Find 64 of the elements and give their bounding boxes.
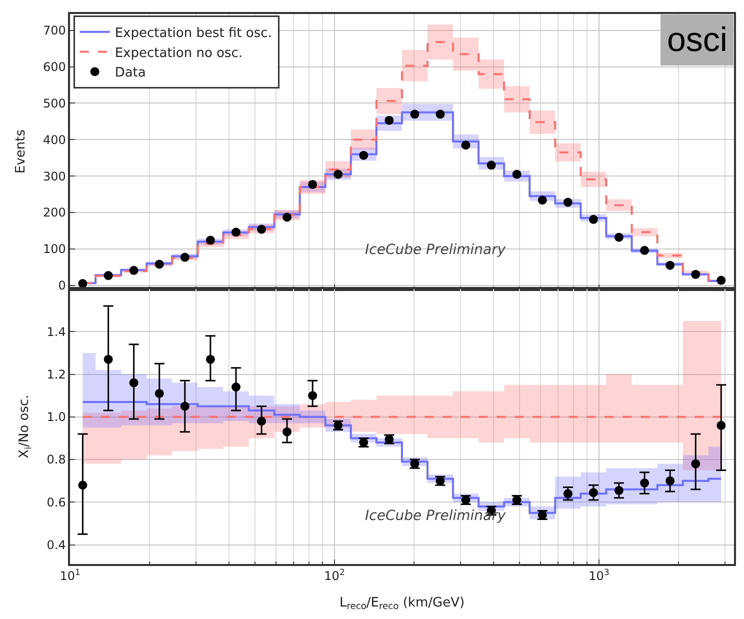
annotation: osci: [667, 21, 728, 59]
point: [257, 224, 266, 234]
point: [666, 260, 675, 270]
y-tick-label: 300: [42, 169, 66, 184]
point: [436, 110, 445, 119]
point: [691, 459, 700, 468]
point: [563, 198, 572, 207]
point: [231, 228, 240, 237]
point: [666, 476, 675, 486]
point: [129, 378, 138, 388]
point: [334, 170, 343, 179]
y-tick-label: 0.4: [46, 538, 66, 552]
x-tick-label: 10$^{2}$: [324, 567, 345, 584]
x-tick-label: 10$^{1}$: [60, 567, 80, 584]
point: [180, 252, 190, 262]
point: [308, 391, 318, 400]
point: [129, 266, 138, 275]
y-tick-label: 400: [42, 132, 66, 147]
point: [716, 276, 726, 285]
y-tick-label: 500: [42, 96, 66, 110]
point: [538, 196, 547, 205]
point: [512, 170, 522, 179]
point: [206, 354, 215, 364]
point: [78, 480, 88, 490]
point: [486, 160, 496, 170]
y-tick-label: 200: [42, 206, 66, 220]
y-tick-label: 700: [42, 24, 66, 38]
point: [384, 116, 394, 125]
y-tick-label: 0: [58, 278, 66, 293]
point: [206, 236, 215, 245]
point: [588, 214, 598, 224]
y-tick-label: 1.4: [46, 324, 66, 339]
point: [461, 140, 470, 150]
y-tick-label: 1.0: [46, 410, 66, 424]
point: [308, 180, 318, 189]
point: [257, 416, 266, 426]
legend-label: Expectation best fit osc.: [114, 26, 272, 41]
point: [614, 232, 624, 242]
point: [282, 212, 292, 222]
y-tick-label: 1.2: [46, 367, 66, 382]
x-tick-label: 10$^{3}$: [588, 567, 610, 584]
point: [231, 382, 240, 392]
y-axis-title: Events: [13, 129, 28, 174]
annotation: IceCube Preliminary: [365, 508, 506, 524]
point: [104, 354, 113, 364]
point: [282, 427, 292, 436]
point: [691, 270, 700, 279]
point: [154, 388, 164, 398]
point: [359, 150, 368, 160]
point: [716, 420, 726, 430]
point: [640, 246, 650, 255]
y-tick-label: 0.8: [46, 452, 66, 467]
point: [640, 478, 650, 488]
annotation: IceCube Preliminary: [365, 242, 506, 258]
y-tick-label: 0.6: [46, 495, 66, 510]
x-axis-title: L$_{reco}$/E$_{reco}$ (km/GeV): [339, 595, 465, 612]
point: [104, 271, 113, 280]
y-tick-label: 600: [42, 60, 66, 74]
point: [180, 402, 190, 411]
legend-label: Data: [114, 66, 146, 81]
point: [410, 110, 420, 119]
y-tick-label: 100: [42, 242, 66, 256]
point: [154, 260, 164, 269]
legend-label: Expectation no osc.: [114, 46, 243, 61]
